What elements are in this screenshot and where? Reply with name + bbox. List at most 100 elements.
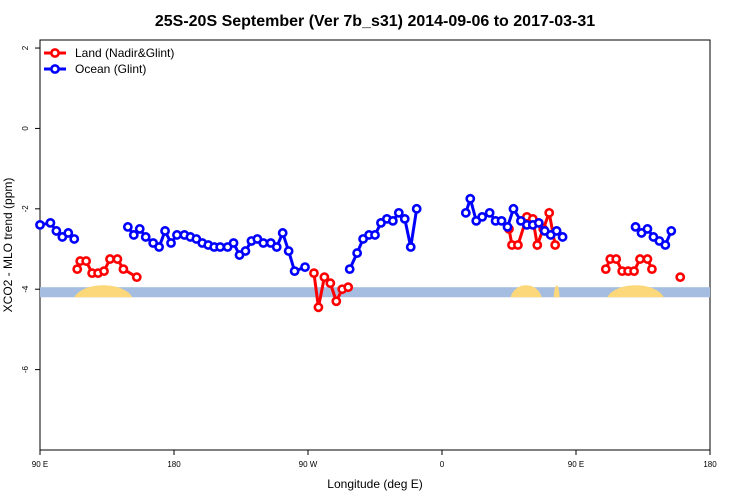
data-point — [112, 254, 123, 264]
data-point — [496, 215, 507, 226]
data-point — [513, 240, 523, 250]
data-point — [544, 207, 555, 218]
data-point — [309, 268, 319, 279]
data-point — [660, 240, 671, 250]
data-point — [387, 215, 398, 226]
data-point — [551, 226, 562, 236]
data-point — [557, 232, 568, 242]
data-point — [277, 228, 288, 238]
legend-label: Ocean (Glint) — [75, 62, 146, 76]
data-point — [35, 220, 45, 230]
data-point — [215, 242, 226, 252]
data-point — [166, 238, 176, 248]
data-point — [240, 246, 251, 256]
ocean-band — [40, 287, 710, 298]
chart-title: 25S-20S September (Ver 7b_s31) 2014-09-0… — [155, 13, 595, 30]
x-tick-label: 90 E — [32, 460, 48, 469]
x-tick-label: 90 E — [568, 460, 584, 469]
y-axis: 2 0 -2 -4 -6 — [21, 45, 40, 373]
data-point — [611, 254, 622, 264]
data-point — [508, 203, 519, 214]
data-point — [550, 240, 561, 250]
y-tick-label: -6 — [21, 366, 30, 374]
x-tick-label: 180 — [703, 460, 717, 469]
land-region — [510, 285, 542, 298]
plot-frame — [39, 39, 711, 451]
data-point — [122, 222, 133, 232]
legend-label: Land (Nadir&Glint) — [75, 46, 174, 60]
data-point — [629, 266, 639, 277]
data-point — [405, 242, 416, 252]
data-point — [283, 246, 294, 256]
data-point — [45, 217, 56, 228]
land-region — [553, 285, 560, 298]
data-point — [675, 272, 686, 283]
y-tick-label: -4 — [21, 285, 30, 293]
x-axis: 90 E 180 90 W 0 90 E 180 — [32, 450, 717, 469]
data-point — [343, 282, 354, 293]
data-point — [642, 224, 653, 234]
data-point — [393, 207, 404, 218]
data-point — [160, 226, 170, 236]
data-point — [642, 254, 653, 264]
data-point — [131, 272, 142, 283]
y-tick-label: 0 — [21, 126, 30, 131]
data-point — [600, 264, 611, 275]
x-tick-label: 90 W — [299, 460, 318, 469]
data-point — [258, 238, 269, 248]
data-point — [105, 254, 115, 264]
data-point — [352, 248, 363, 258]
data-point — [666, 226, 677, 236]
x-axis-label: Longitude (deg E) — [327, 477, 422, 491]
data-point — [134, 224, 145, 234]
series-ocean — [35, 193, 677, 277]
data-point — [172, 230, 182, 240]
data-point — [411, 203, 422, 214]
legend-item: Ocean (Glint) — [44, 62, 146, 76]
data-point — [271, 242, 282, 252]
data-point — [325, 278, 336, 289]
series-layer — [35, 193, 686, 313]
data-point — [63, 228, 74, 238]
data-point — [118, 264, 129, 275]
data-point — [154, 242, 165, 252]
data-point — [399, 213, 410, 224]
data-point — [532, 240, 543, 250]
land-region — [607, 285, 664, 298]
data-point — [635, 254, 645, 264]
data-point — [72, 264, 83, 275]
data-point — [630, 222, 641, 232]
y-tick-label: 2 — [21, 45, 30, 50]
data-point — [331, 296, 342, 307]
data-point — [228, 238, 239, 248]
data-point — [370, 230, 380, 240]
data-point — [533, 217, 544, 228]
data-point — [300, 262, 310, 273]
data-point — [99, 266, 109, 277]
legend: Land (Nadir&Glint) Ocean (Glint) — [44, 46, 174, 76]
data-point — [465, 193, 476, 204]
data-point — [289, 266, 300, 277]
data-point — [51, 226, 62, 236]
data-point — [477, 211, 488, 222]
land-region — [74, 285, 133, 298]
data-point — [140, 232, 151, 242]
data-point — [484, 207, 495, 218]
data-point — [128, 230, 139, 240]
x-tick-label: 0 — [440, 460, 445, 469]
surface-band — [40, 285, 710, 298]
data-point — [81, 256, 92, 266]
legend-marker — [50, 64, 60, 74]
data-point — [647, 264, 657, 275]
x-tick-label: 180 — [167, 460, 181, 469]
data-point — [69, 234, 80, 244]
y-axis-label: XCO2 - MLO trend (ppm) — [1, 178, 15, 313]
legend-marker — [50, 48, 60, 58]
data-point — [502, 222, 513, 232]
legend-item: Land (Nadir&Glint) — [44, 46, 174, 60]
data-point — [319, 272, 330, 283]
data-point — [344, 264, 355, 275]
y-tick-label: -2 — [21, 205, 30, 213]
data-point — [460, 207, 471, 218]
